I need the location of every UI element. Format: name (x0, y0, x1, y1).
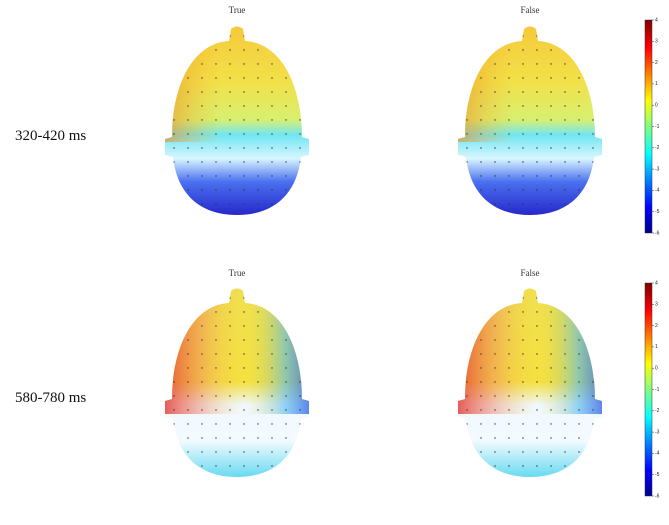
row-label: 320-420 ms (15, 128, 86, 144)
colorbar-tick-label: 3 (655, 39, 658, 45)
colorbar-tick-label: -6 (655, 230, 660, 236)
panel-title: False (521, 268, 540, 278)
row-label: 580-780 ms (15, 390, 86, 406)
colorbar-tick-label: -5 (655, 209, 660, 215)
colorbar-tick-label: -5 (655, 472, 660, 478)
panel-title: True (229, 5, 246, 15)
colorbar-tick-label: -2 (655, 408, 660, 414)
colorbar-tick-label: 1 (655, 344, 658, 350)
colorbar-tick-label: -4 (655, 188, 660, 194)
topomap (157, 22, 317, 217)
colorbar (644, 282, 653, 497)
topomap (450, 22, 610, 217)
colorbar-tick-label: -3 (655, 429, 660, 435)
colorbar-tick-label: -1 (655, 387, 660, 393)
colorbar-tick-label: 0 (655, 366, 658, 372)
colorbar-tick-label: -4 (655, 451, 660, 457)
colorbar-tick-label: -6 (655, 493, 660, 499)
colorbar-tick-label: 1 (655, 81, 658, 87)
colorbar-tick-label: -2 (655, 145, 660, 151)
panel-title: True (229, 268, 246, 278)
colorbar-tick-label: -3 (655, 166, 660, 172)
topomap (450, 284, 610, 479)
colorbar-tick-label: 2 (655, 60, 658, 66)
colorbar-tick-label: 3 (655, 302, 658, 308)
colorbar-tick-label: 2 (655, 323, 658, 329)
colorbar-tick-label: 0 (655, 103, 658, 109)
colorbar-tick-label: -1 (655, 124, 660, 130)
topomap (157, 284, 317, 479)
colorbar (644, 19, 653, 234)
colorbar-tick-label: 4 (655, 17, 658, 23)
colorbar-tick-label: 4 (655, 280, 658, 286)
panel-title: False (521, 5, 540, 15)
